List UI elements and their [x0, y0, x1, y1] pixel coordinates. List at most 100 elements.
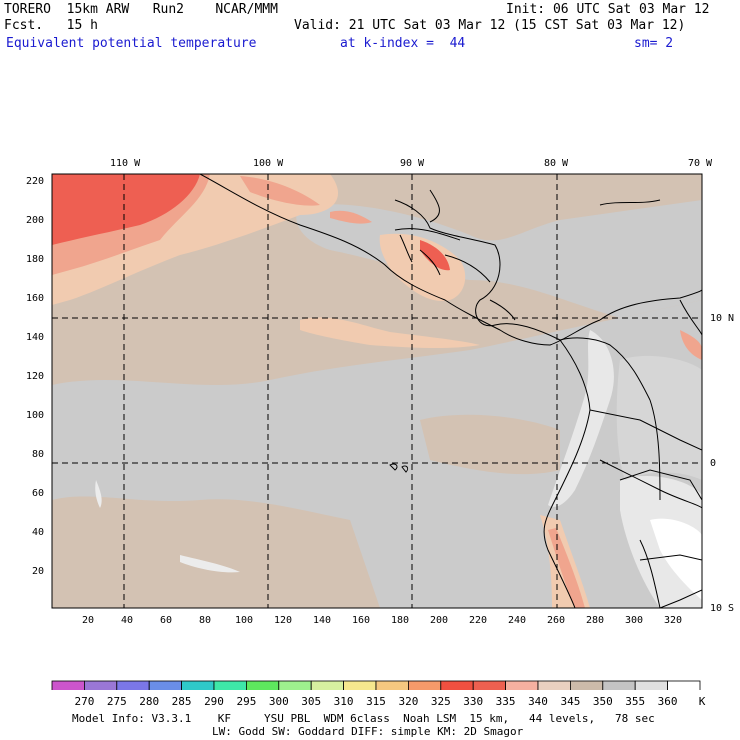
x-tick: 140 — [313, 615, 332, 626]
colorbar-level-label: 285 — [171, 695, 192, 708]
colorbar-level-label: 340 — [528, 695, 548, 708]
colorbar-level-label: 330 — [463, 695, 484, 708]
ocean-white-streak-2 — [95, 480, 102, 508]
x-tick: 160 — [352, 615, 371, 626]
colorbar-level-label: 270 — [74, 695, 95, 708]
colorbar-level-label: 310 — [333, 695, 354, 708]
warm-coast-hot — [420, 240, 450, 271]
x-tick: 240 — [508, 615, 527, 626]
x-tick: 280 — [586, 615, 605, 626]
warm-tongue-hot — [52, 174, 200, 245]
white-cap — [650, 518, 702, 600]
smoothing: sm= 2 — [634, 36, 674, 51]
warm-south-pocket — [52, 496, 380, 608]
y-tick: 60 — [32, 488, 45, 499]
caribbean-warm — [680, 330, 702, 360]
x-tick: 320 — [664, 615, 683, 626]
ocean-white-streak — [180, 555, 240, 573]
plot-frame — [51, 173, 703, 609]
colorbar-level-label: 350 — [592, 695, 613, 708]
y-tick: 140 — [26, 332, 45, 343]
physics-info: LW: Godd SW: Goddard DIFF: simple KM: 2D… — [212, 725, 524, 738]
colorbar-level-label: 335 — [495, 695, 516, 708]
coastlines — [199, 174, 702, 608]
model-title: TORERO 15km ARW Run2 NCAR/MMM — [4, 2, 278, 17]
colorbar-level-label: 280 — [139, 695, 160, 708]
x-tick: 120 — [274, 615, 293, 626]
y-tick: 20 — [32, 566, 45, 577]
field-name: Equivalent potential temperature — [6, 36, 257, 51]
colorbar-swatch — [213, 680, 247, 690]
x-tick: 100 — [235, 615, 254, 626]
lon-label-70w: 70 W — [688, 158, 713, 169]
y-tick: 40 — [32, 527, 45, 538]
y-tick: 160 — [26, 293, 45, 304]
warm-patch-2 — [330, 210, 372, 224]
colorbar-swatch — [375, 680, 409, 690]
graticule — [52, 174, 702, 608]
colorbar-swatch — [537, 680, 571, 690]
colorbar-level-label: 295 — [236, 695, 257, 708]
x-tick: 20 — [82, 615, 95, 626]
y-tick: 180 — [26, 254, 45, 265]
colorbar-swatch — [505, 680, 539, 690]
x-tick: 200 — [430, 615, 449, 626]
colorbar-swatch — [602, 680, 636, 690]
x-tick: 180 — [391, 615, 410, 626]
x-tick: 60 — [160, 615, 173, 626]
lon-label-100w: 100 W — [253, 158, 284, 169]
init-time: Init: 06 UTC Sat 03 Mar 12 — [506, 2, 710, 17]
colorbar-swatch — [84, 680, 118, 690]
theta-e-map — [51, 173, 703, 690]
y-tick: 220 — [26, 176, 45, 187]
colorbar-level-label: 320 — [398, 695, 419, 708]
lon-label-80w: 80 W — [544, 158, 569, 169]
x-tick: 80 — [199, 615, 212, 626]
y-tick: 100 — [26, 410, 45, 421]
valid-time: Valid: 21 UTC Sat 03 Mar 12 (15 CST Sat … — [294, 18, 686, 33]
amazon-mid — [616, 355, 702, 480]
k-index: at k-index = 44 — [340, 36, 466, 51]
colorbar-level-label: 275 — [106, 695, 127, 708]
warm-pacific-streak — [300, 317, 480, 349]
warm-south-pocket-2 — [420, 414, 560, 475]
warm-mexico-coast — [240, 176, 320, 206]
colorbar-swatch — [343, 680, 377, 690]
lat-label-10s: 10 S — [710, 603, 735, 614]
colorbar-swatch — [407, 680, 442, 690]
lon-label-110w: 110 W — [110, 158, 141, 169]
colorbar-swatch — [667, 680, 701, 690]
colorbar-level-label: 325 — [430, 695, 451, 708]
colorbar-swatch — [634, 680, 669, 690]
x-tick: 260 — [547, 615, 566, 626]
colorbar-swatch — [148, 680, 182, 690]
x-tick: 300 — [625, 615, 644, 626]
colorbar-level-label: 355 — [625, 695, 646, 708]
forecast-hour: Fcst. 15 h — [4, 18, 98, 33]
colorbar-swatch — [278, 680, 312, 690]
colorbar-swatch — [245, 680, 280, 690]
x-tick: 40 — [121, 615, 134, 626]
colorbar-swatch — [51, 680, 85, 690]
y-tick: 80 — [32, 449, 45, 460]
colorbar-level-label: 360 — [657, 695, 678, 708]
colorbar-level-label: 315 — [366, 695, 386, 708]
colorbar-level-label: 300 — [268, 695, 289, 708]
colorbar-swatch — [116, 680, 150, 690]
colorbar-level-label: 345 — [560, 695, 581, 708]
warm-coast-light — [379, 233, 466, 301]
colorbar-swatch — [310, 680, 345, 690]
lon-label-90w: 90 W — [400, 158, 425, 169]
model-info: Model Info: V3.3.1 KF YSU PBL WDM 6class… — [72, 712, 655, 725]
lat-label-0: 0 — [710, 458, 717, 469]
colorbar-level-label: 305 — [301, 695, 322, 708]
y-tick: 200 — [26, 215, 45, 226]
colorbar-swatch — [181, 680, 215, 690]
x-tick: 220 — [469, 615, 488, 626]
colorbar — [51, 680, 701, 690]
colorbar-level-label: 290 — [204, 695, 224, 708]
lat-label-10n: 10 N — [710, 313, 735, 324]
colorbar-level-label: K — [698, 695, 706, 708]
y-tick: 120 — [26, 371, 45, 382]
colorbar-swatch — [440, 680, 474, 690]
